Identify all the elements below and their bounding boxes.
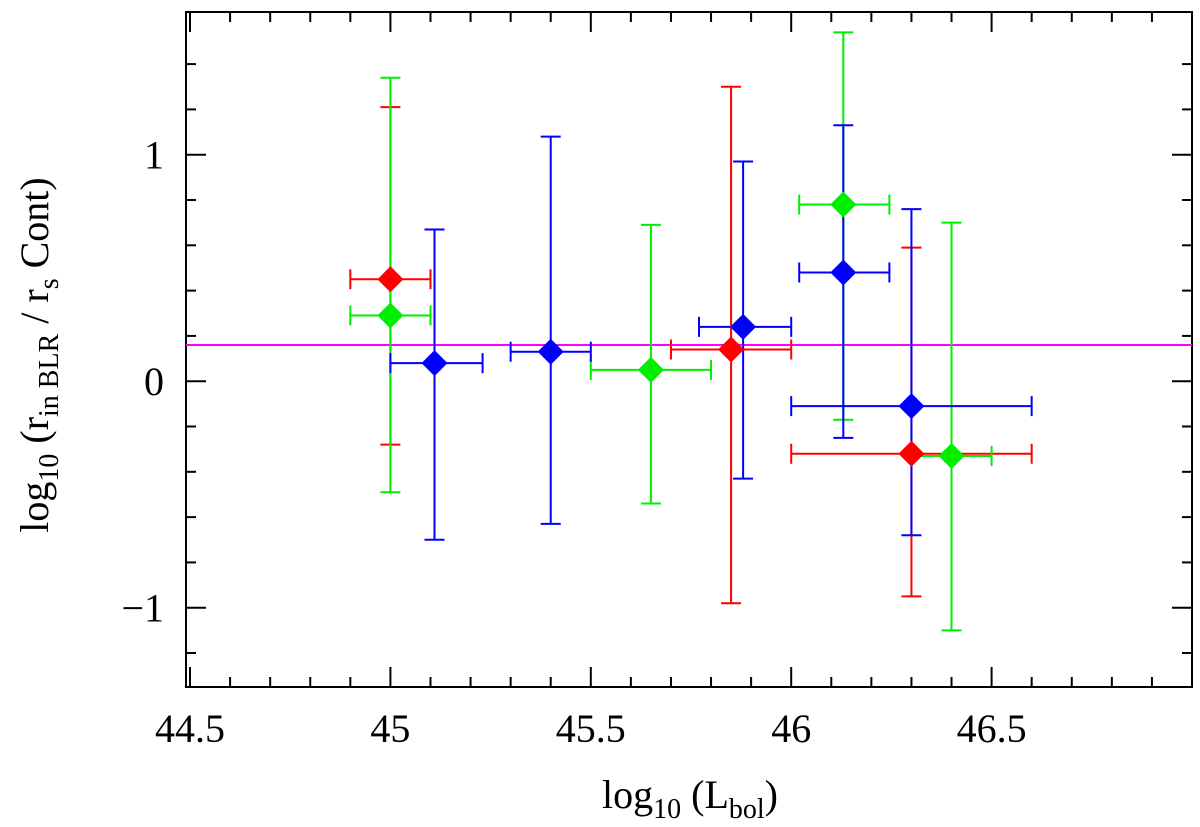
x-tick-label: 46 <box>771 706 811 751</box>
x-tick-label: 45 <box>370 706 410 751</box>
y-tick-label: −1 <box>121 586 164 631</box>
x-tick-label: 46.5 <box>957 706 1027 751</box>
x-axis-label-text: log <box>602 772 653 817</box>
data-point <box>377 266 404 293</box>
y-axis-label-text: (r <box>12 417 57 454</box>
data-point <box>537 338 564 365</box>
y-error-bar <box>901 208 922 537</box>
y-axis-label: log10 (rin BLR / rs Cont) <box>12 177 65 532</box>
data-point <box>830 259 857 286</box>
data-point <box>898 393 925 420</box>
x-axis-label-text: ) <box>765 772 778 817</box>
data-point <box>377 302 404 329</box>
x-tick-label: 45.5 <box>556 706 626 751</box>
y-axis-label-sub: in BLR <box>34 333 65 417</box>
y-error-bar <box>941 221 962 632</box>
data-point <box>718 336 745 363</box>
data-point <box>938 442 965 469</box>
data-point <box>421 350 448 377</box>
plot-frame <box>185 11 1193 688</box>
x-axis-label-sub: 10 <box>653 794 681 825</box>
data-point <box>898 440 925 467</box>
y-tick-label: 1 <box>144 133 164 178</box>
x-axis-label-text: (L <box>681 772 729 817</box>
x-axis-label-sub: bol <box>729 794 765 825</box>
data-point <box>830 191 857 218</box>
x-tick-label: 44.5 <box>155 706 225 751</box>
x-axis-label: log10 (Lbol) <box>602 772 778 825</box>
y-axis-label-sub: s <box>34 278 65 289</box>
y-tick-label: 0 <box>144 359 164 404</box>
y-error-bar <box>424 228 445 541</box>
data-point <box>637 356 664 383</box>
y-axis-label-text: Cont) <box>12 177 57 278</box>
data-point <box>730 313 757 340</box>
y-axis-label-text: log <box>12 482 57 533</box>
y-error-bar <box>540 135 561 525</box>
y-axis-label-text: / r <box>12 289 57 333</box>
y-axis-label-sub: 10 <box>34 454 65 482</box>
